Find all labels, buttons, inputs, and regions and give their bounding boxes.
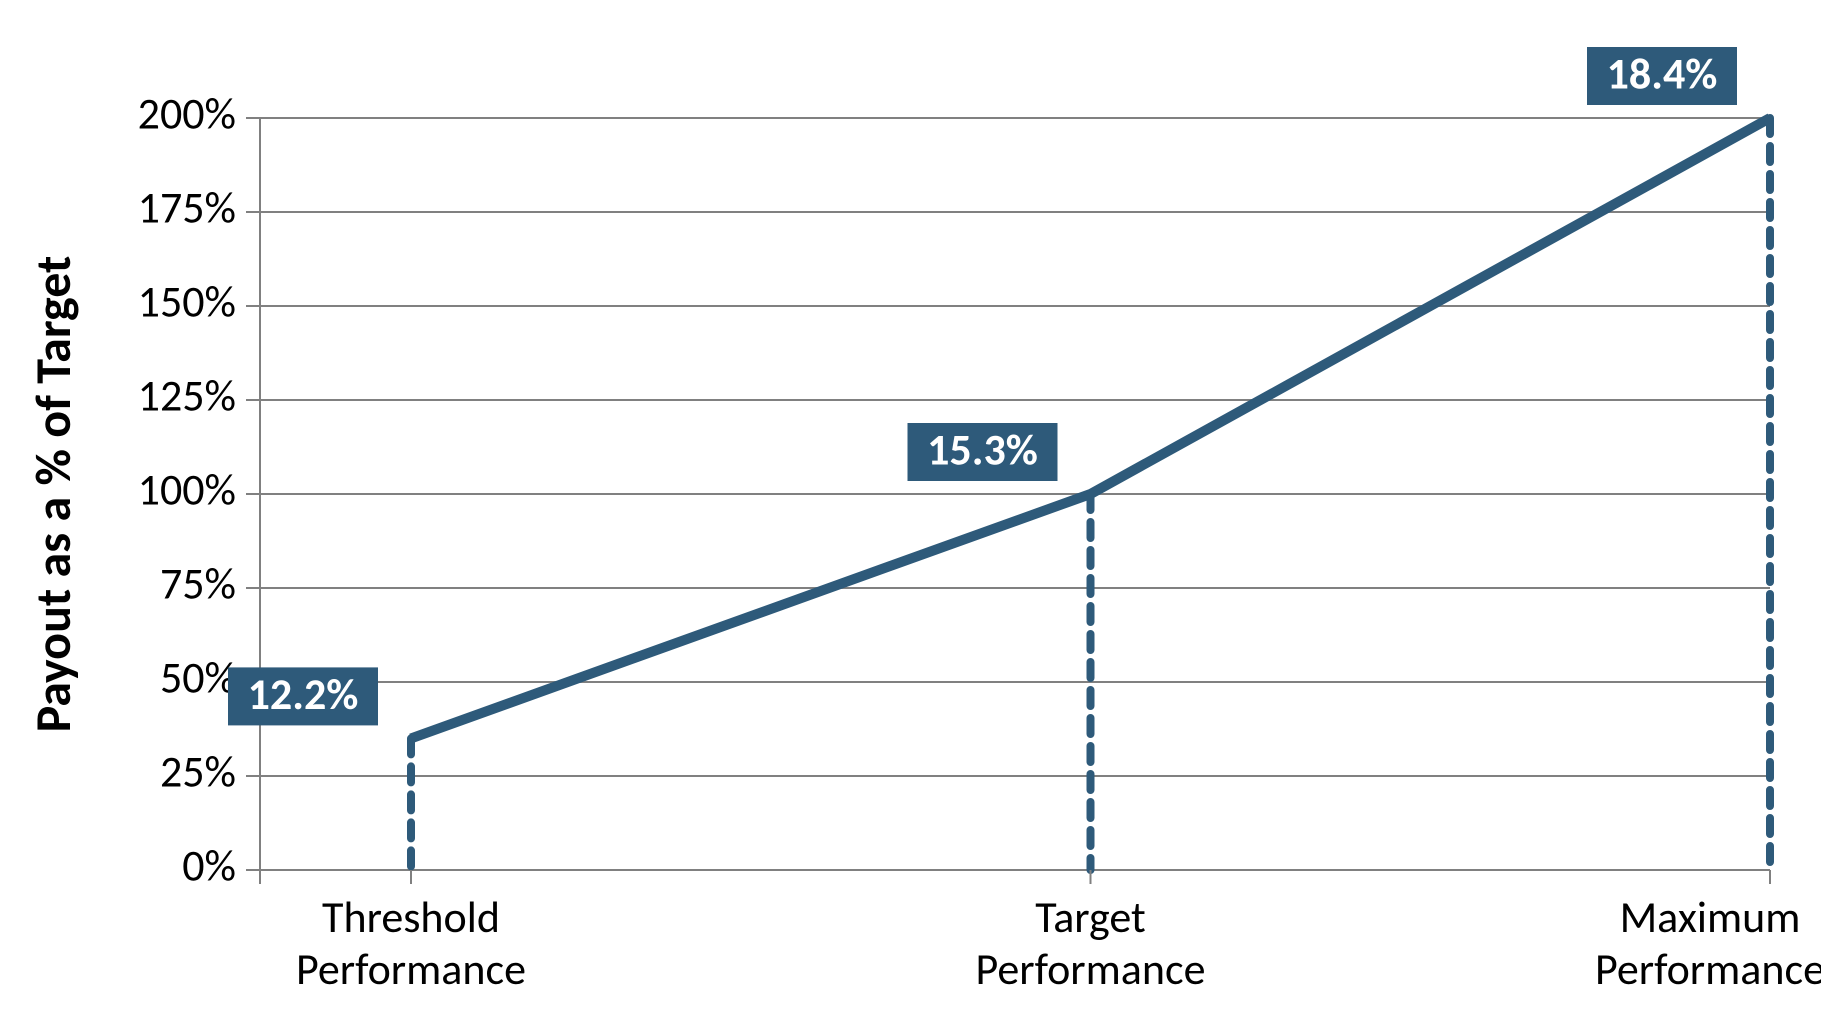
x-category-label-line2: Performance <box>976 942 1206 996</box>
x-category-label-line2: Performance <box>1595 942 1821 996</box>
x-category-label-line1: Target <box>1035 890 1146 944</box>
y-tick-label: 25% <box>160 745 236 799</box>
gridlines <box>260 118 1770 870</box>
y-tick-label: 100% <box>138 463 236 517</box>
y-tick-label: 125% <box>138 369 236 423</box>
value-badges: 12.2% 15.3% 18.4% <box>228 47 1737 726</box>
payout-chart: 0% 25% 50% 75% 100% 125% 150% 175% 200% Threshol… <box>0 0 1821 1035</box>
value-badge-text: 12.2% <box>248 667 359 721</box>
y-tick-label: 0% <box>182 839 236 893</box>
y-tick-label: 75% <box>160 557 236 611</box>
y-tick-label: 50% <box>160 651 236 705</box>
y-tick-label: 150% <box>138 275 236 329</box>
x-category-label-line1: Maximum <box>1620 890 1801 944</box>
y-tick-label: 175% <box>138 181 236 235</box>
y-axis-title: Payout as a % of Target <box>23 256 84 733</box>
chart-svg: 0% 25% 50% 75% 100% 125% 150% 175% 200% Threshol… <box>0 0 1821 1035</box>
x-category-labels: ThresholdPerformanceTargetPerformanceMax… <box>296 890 1821 996</box>
value-badge-text: 18.4% <box>1607 47 1718 101</box>
x-category-label-line2: Performance <box>296 942 526 996</box>
y-tick-label: 200% <box>138 87 236 141</box>
axes <box>246 118 1770 884</box>
y-tick-labels: 0% 25% 50% 75% 100% 125% 150% 175% 200% <box>138 87 236 893</box>
value-badge-text: 15.3% <box>927 423 1038 477</box>
x-category-label-line1: Threshold <box>322 890 500 944</box>
